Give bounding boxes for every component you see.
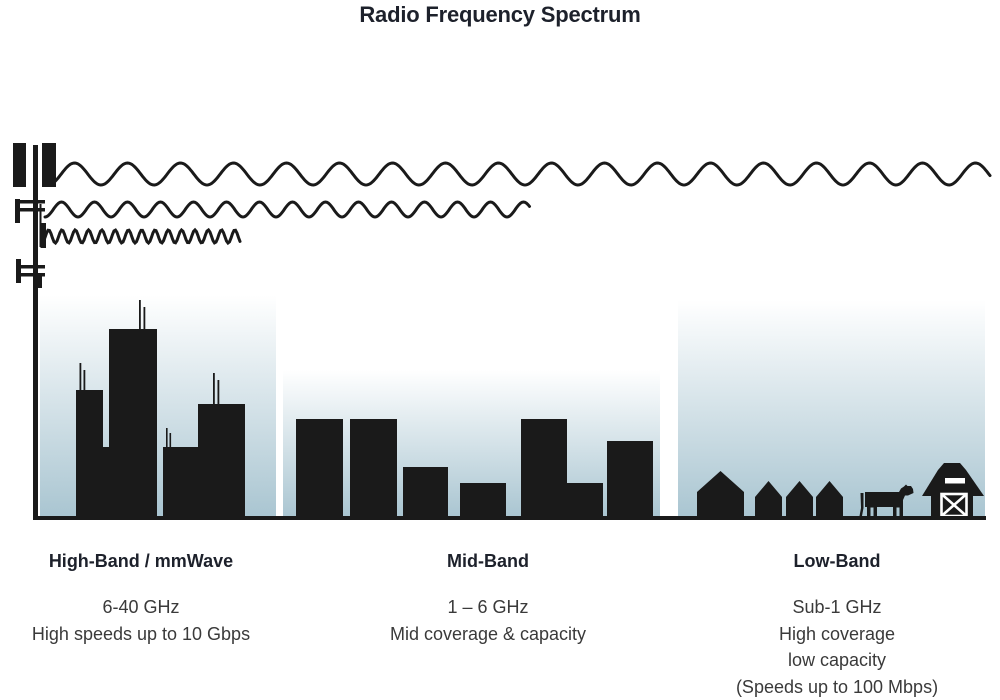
page-title: Radio Frequency Spectrum bbox=[359, 2, 641, 27]
lowband-label-block: Low-Band Sub-1 GHz High coverage low cap… bbox=[697, 551, 977, 700]
lowband-scene bbox=[697, 463, 984, 518]
rooftop-antenna bbox=[143, 307, 146, 330]
highband-label-block: High-Band / mmWave 6-40 GHz High speeds … bbox=[21, 551, 261, 647]
building-silhouette bbox=[460, 483, 506, 518]
building-silhouette bbox=[607, 441, 653, 518]
building-silhouette bbox=[109, 329, 157, 518]
band-detail: Mid coverage & capacity bbox=[389, 623, 587, 644]
band-detail: low capacity bbox=[787, 650, 887, 670]
building-silhouette bbox=[163, 447, 198, 518]
house-icon bbox=[755, 481, 782, 518]
rooftop-antenna bbox=[217, 380, 220, 405]
cell-tower-icon bbox=[13, 143, 56, 520]
band-name: High-Band / mmWave bbox=[48, 551, 234, 571]
midband-label-block: Mid-Band 1 – 6 GHz Mid coverage & capaci… bbox=[368, 551, 608, 647]
band-detail: High speeds up to 10 Gbps bbox=[31, 623, 251, 644]
house-icon bbox=[816, 481, 843, 518]
band-freq: 6-40 GHz bbox=[102, 597, 180, 617]
cow-icon bbox=[859, 484, 914, 518]
barn-loft-vent bbox=[945, 478, 965, 484]
rooftop-antenna bbox=[139, 300, 141, 330]
midband-skyline bbox=[296, 419, 653, 518]
band-freq: Sub-1 GHz bbox=[792, 597, 882, 617]
building-silhouette bbox=[567, 483, 603, 518]
rooftop-antenna bbox=[169, 433, 172, 448]
rooftop-antenna bbox=[213, 373, 215, 405]
band-freq: 1 – 6 GHz bbox=[447, 597, 529, 617]
barn-icon bbox=[922, 463, 984, 518]
rooftop-antenna bbox=[166, 428, 168, 448]
high-band-wave bbox=[40, 227, 242, 246]
building-silhouette bbox=[198, 404, 245, 518]
highband-skyline bbox=[76, 300, 245, 518]
house-icon bbox=[786, 481, 813, 518]
ground-baseline bbox=[33, 516, 986, 520]
low-band-wave bbox=[46, 161, 992, 187]
band-detail: High coverage bbox=[778, 623, 896, 644]
band-name: Low-Band bbox=[793, 551, 881, 571]
band-name: Mid-Band bbox=[447, 551, 529, 571]
radio-waves bbox=[40, 161, 992, 246]
building-silhouette bbox=[76, 390, 103, 518]
band-detail: (Speeds up to 100 Mbps) bbox=[735, 676, 939, 697]
mid-band-wave bbox=[43, 200, 531, 219]
building-silhouette bbox=[403, 467, 448, 518]
building-silhouette bbox=[521, 419, 567, 518]
building-silhouette bbox=[350, 419, 397, 518]
house-icon bbox=[697, 471, 744, 518]
rooftop-antenna bbox=[79, 363, 82, 391]
building-silhouette bbox=[103, 447, 109, 518]
building-silhouette bbox=[296, 419, 343, 518]
rooftop-antenna bbox=[83, 370, 86, 391]
spectrum-illustration bbox=[13, 143, 992, 520]
